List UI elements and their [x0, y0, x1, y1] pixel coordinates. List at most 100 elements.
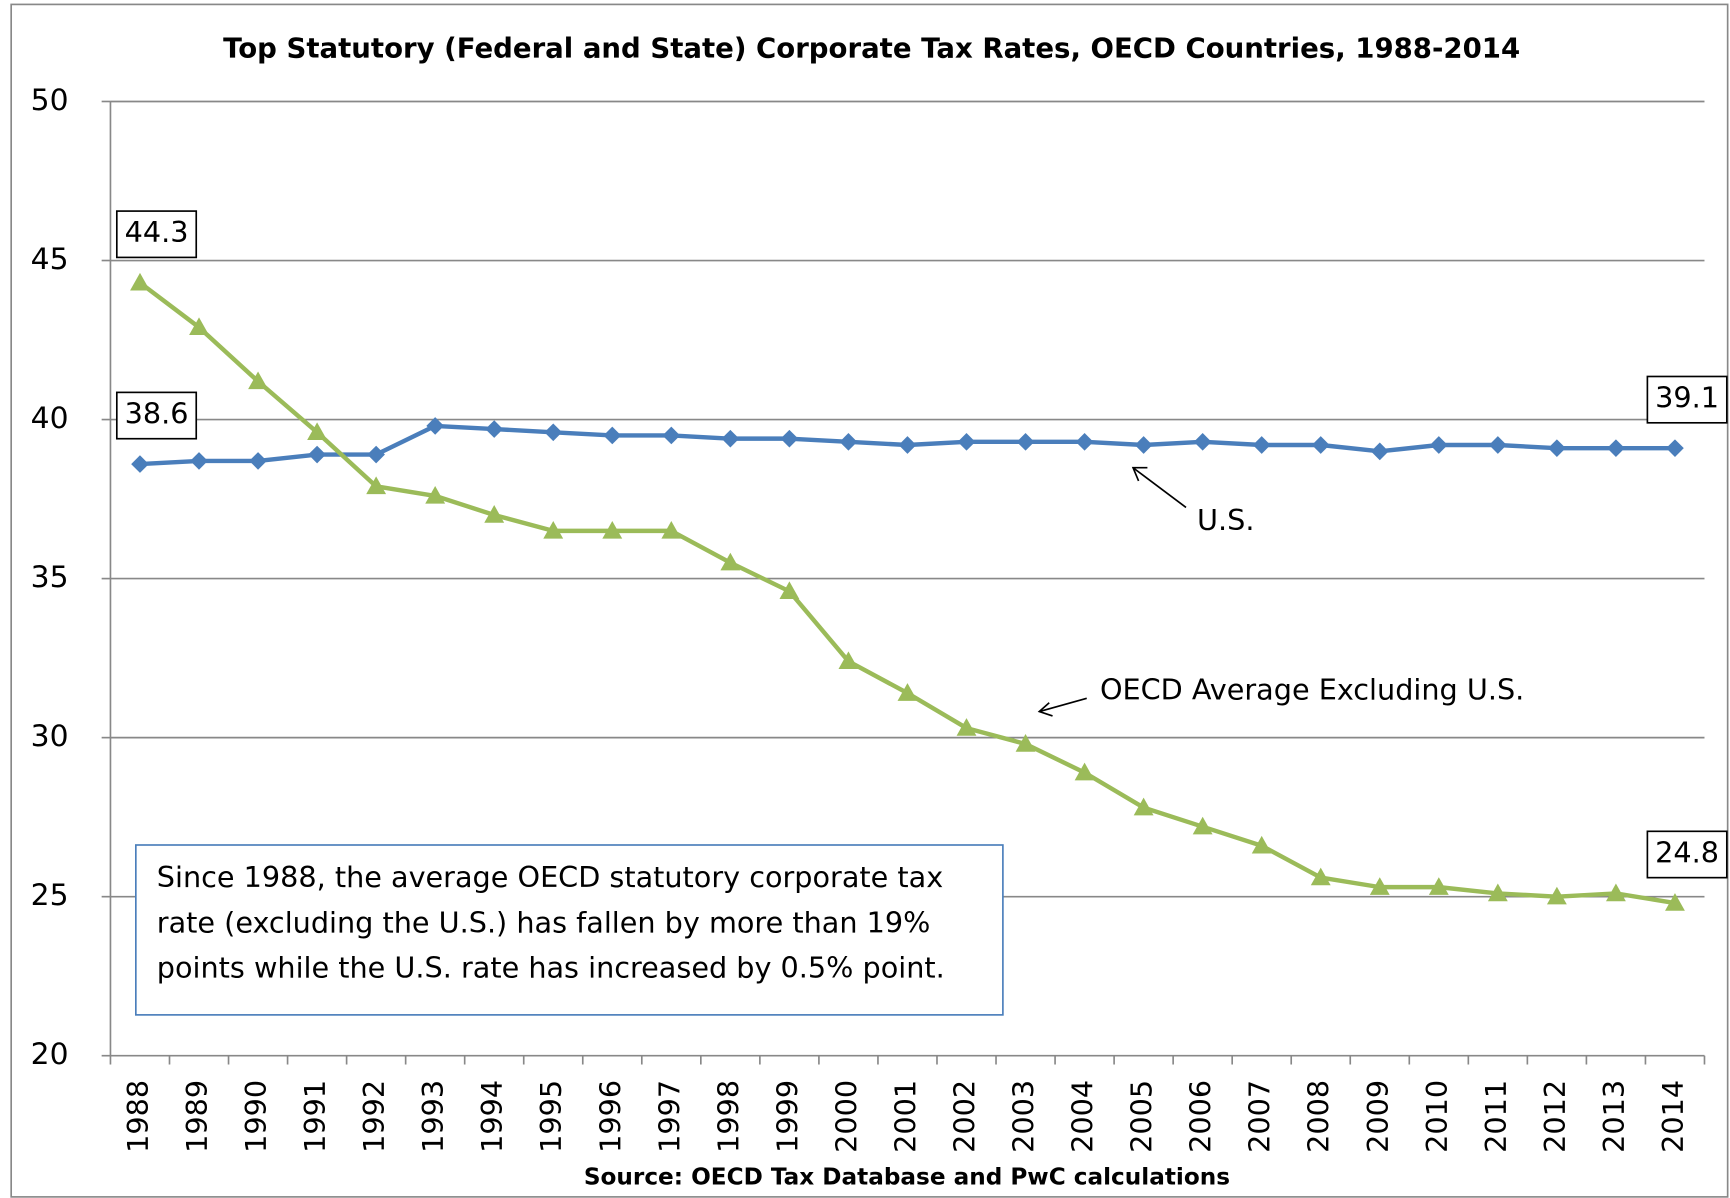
point — [426, 417, 444, 435]
point — [1546, 886, 1567, 905]
point — [1074, 762, 1095, 781]
x-tick-label: 2010 — [1420, 1080, 1454, 1153]
x-tick-label: 1994 — [475, 1080, 509, 1153]
y-tick-label: 40 — [31, 401, 69, 436]
data-label: 24.8 — [1646, 830, 1728, 879]
series-annotation: U.S. — [1197, 503, 1254, 537]
chart-frame — [10, 3, 1729, 1198]
point — [780, 429, 799, 448]
data-label-text: 24.8 — [1655, 835, 1719, 869]
point — [249, 452, 267, 470]
point — [838, 651, 859, 670]
point — [897, 683, 918, 701]
point — [1075, 432, 1094, 451]
note-line: Since 1988, the average OECD statutory c… — [157, 860, 943, 894]
x-tick-label: 1995 — [534, 1080, 568, 1153]
point — [130, 272, 150, 291]
x-tick-label: 1999 — [770, 1080, 804, 1153]
note-box: Since 1988, the average OECD statutory c… — [135, 844, 1004, 1016]
x-tick-label: 1996 — [593, 1080, 627, 1153]
x-axis-label: Source: OECD Tax Database and PwC calcul… — [584, 1165, 1230, 1191]
arrow — [1132, 467, 1187, 509]
point — [190, 452, 208, 470]
arrow — [1039, 697, 1087, 713]
x-tick-label: 2004 — [1066, 1080, 1100, 1153]
point — [366, 476, 387, 495]
x-tick-label: 1991 — [298, 1080, 332, 1153]
point — [1548, 439, 1566, 458]
point — [839, 432, 858, 451]
y-tick-label: 35 — [31, 560, 69, 595]
arrow-head — [1131, 466, 1148, 482]
point — [1369, 877, 1390, 895]
y-tick-label: 30 — [31, 719, 69, 754]
point — [544, 423, 563, 442]
note-line: rate (excluding the U.S.) has fallen by … — [157, 905, 931, 939]
x-tick-label: 1993 — [416, 1080, 450, 1153]
point — [779, 581, 800, 600]
x-tick-label: 2003 — [1007, 1080, 1041, 1153]
data-label: 38.6 — [115, 391, 198, 440]
data-label-text: 44.3 — [125, 215, 189, 249]
data-label-box — [115, 391, 198, 440]
point — [956, 718, 977, 736]
point — [1428, 877, 1449, 895]
point — [1133, 797, 1154, 816]
note-line: points while the U.S. rate has increased… — [157, 951, 945, 985]
x-tick-label: 1992 — [357, 1080, 391, 1153]
y-tick-label: 45 — [31, 242, 69, 277]
x-tick-label: 1997 — [652, 1080, 686, 1153]
x-tick-label: 2001 — [888, 1080, 922, 1153]
point — [720, 552, 741, 571]
data-label-text: 39.1 — [1655, 381, 1719, 415]
x-tick-label: 2005 — [1125, 1080, 1159, 1153]
point — [1193, 432, 1212, 451]
data-label-box — [1646, 375, 1728, 424]
point — [484, 505, 505, 523]
data-label-text: 38.6 — [125, 397, 189, 431]
x-tick-label: 1998 — [711, 1080, 745, 1153]
y-tick-label: 20 — [31, 1037, 69, 1072]
x-tick-label: 2009 — [1361, 1080, 1395, 1153]
point — [957, 432, 976, 451]
data-label-box — [115, 210, 198, 259]
point — [1310, 867, 1331, 886]
point — [189, 317, 209, 336]
arrow-head — [1037, 702, 1053, 717]
x-tick-label: 1990 — [239, 1080, 273, 1153]
point — [248, 371, 268, 390]
x-tick-label: 2000 — [829, 1080, 863, 1153]
x-tick-label: 2007 — [1243, 1080, 1277, 1153]
note-frame — [135, 844, 1004, 1016]
y-tick-label: 25 — [31, 878, 69, 913]
x-tick-label: 2002 — [948, 1080, 982, 1153]
data-label: 39.1 — [1646, 375, 1728, 424]
data-label: 44.3 — [115, 210, 198, 259]
point — [1192, 816, 1213, 835]
data-label-box — [1646, 830, 1728, 879]
point — [1665, 893, 1685, 911]
point — [602, 520, 623, 539]
x-tick-label: 2008 — [1302, 1080, 1336, 1153]
x-tick-label: 1988 — [121, 1080, 155, 1153]
x-tick-label: 2012 — [1538, 1080, 1572, 1153]
x-tick-label: 2011 — [1479, 1080, 1513, 1153]
point — [307, 422, 328, 441]
point — [1605, 883, 1626, 902]
chart-title: Top Statutory (Federal and State) Corpor… — [223, 32, 1520, 65]
x-tick-label: 2013 — [1597, 1080, 1631, 1153]
point — [661, 520, 682, 539]
point — [367, 445, 385, 464]
point — [1666, 439, 1684, 458]
series-annotation: OECD Average Excluding U.S. — [1100, 673, 1524, 707]
x-tick-label: 2014 — [1656, 1080, 1690, 1153]
y-tick-label: 50 — [31, 83, 69, 118]
point — [721, 429, 740, 448]
point — [1015, 734, 1036, 752]
point — [1487, 883, 1508, 902]
point — [425, 485, 446, 504]
x-tick-label: 1989 — [180, 1080, 214, 1153]
x-tick-label: 2006 — [1184, 1080, 1218, 1153]
point — [543, 520, 564, 539]
